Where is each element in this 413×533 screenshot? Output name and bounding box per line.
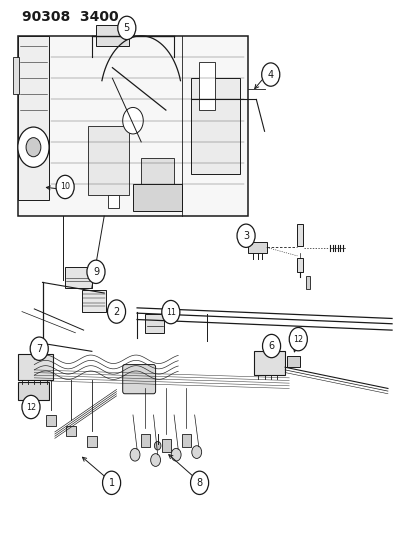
Circle shape [30, 337, 48, 360]
FancyBboxPatch shape [296, 258, 302, 272]
Circle shape [171, 448, 180, 461]
Circle shape [154, 441, 161, 450]
FancyBboxPatch shape [247, 241, 266, 253]
Text: 10: 10 [60, 182, 70, 191]
FancyBboxPatch shape [141, 433, 150, 447]
Text: 5: 5 [123, 23, 130, 33]
Circle shape [117, 16, 135, 39]
FancyBboxPatch shape [81, 290, 106, 312]
Text: 7: 7 [36, 344, 42, 354]
FancyBboxPatch shape [108, 195, 118, 208]
Circle shape [289, 327, 306, 351]
Circle shape [107, 300, 125, 323]
FancyBboxPatch shape [141, 158, 174, 195]
FancyBboxPatch shape [18, 382, 49, 400]
FancyBboxPatch shape [18, 354, 53, 381]
FancyBboxPatch shape [161, 439, 171, 452]
FancyBboxPatch shape [18, 36, 49, 200]
Circle shape [150, 454, 160, 466]
Text: 2: 2 [113, 306, 119, 317]
Circle shape [56, 175, 74, 199]
Text: 90308  3400: 90308 3400 [22, 11, 118, 25]
FancyBboxPatch shape [66, 425, 76, 436]
FancyBboxPatch shape [65, 266, 92, 288]
Text: 6: 6 [268, 341, 274, 351]
FancyBboxPatch shape [190, 78, 239, 174]
FancyBboxPatch shape [46, 415, 55, 425]
Circle shape [87, 260, 105, 284]
Circle shape [130, 448, 140, 461]
Text: 3: 3 [242, 231, 249, 241]
Circle shape [237, 224, 254, 247]
FancyBboxPatch shape [133, 184, 182, 211]
Circle shape [190, 471, 208, 495]
Text: 4: 4 [267, 70, 273, 79]
Circle shape [161, 301, 179, 324]
FancyBboxPatch shape [87, 436, 97, 447]
Circle shape [22, 395, 40, 419]
Text: 11: 11 [166, 308, 176, 317]
FancyBboxPatch shape [13, 57, 19, 94]
Circle shape [261, 63, 279, 86]
FancyBboxPatch shape [145, 314, 164, 333]
Circle shape [262, 334, 280, 358]
FancyBboxPatch shape [182, 433, 191, 447]
Text: 8: 8 [196, 478, 202, 488]
Text: 12: 12 [292, 335, 303, 344]
Text: 9: 9 [93, 267, 99, 277]
FancyBboxPatch shape [287, 356, 299, 367]
Circle shape [191, 446, 201, 458]
FancyBboxPatch shape [198, 62, 215, 110]
FancyBboxPatch shape [96, 25, 128, 46]
FancyBboxPatch shape [18, 36, 247, 216]
FancyBboxPatch shape [305, 276, 309, 289]
Text: 1: 1 [108, 478, 114, 488]
FancyBboxPatch shape [254, 351, 285, 375]
Circle shape [26, 138, 41, 157]
Text: 12: 12 [26, 402, 36, 411]
Circle shape [18, 127, 49, 167]
Circle shape [122, 108, 143, 134]
FancyBboxPatch shape [296, 224, 302, 246]
FancyBboxPatch shape [88, 126, 128, 195]
FancyBboxPatch shape [122, 365, 155, 394]
Circle shape [102, 471, 120, 495]
